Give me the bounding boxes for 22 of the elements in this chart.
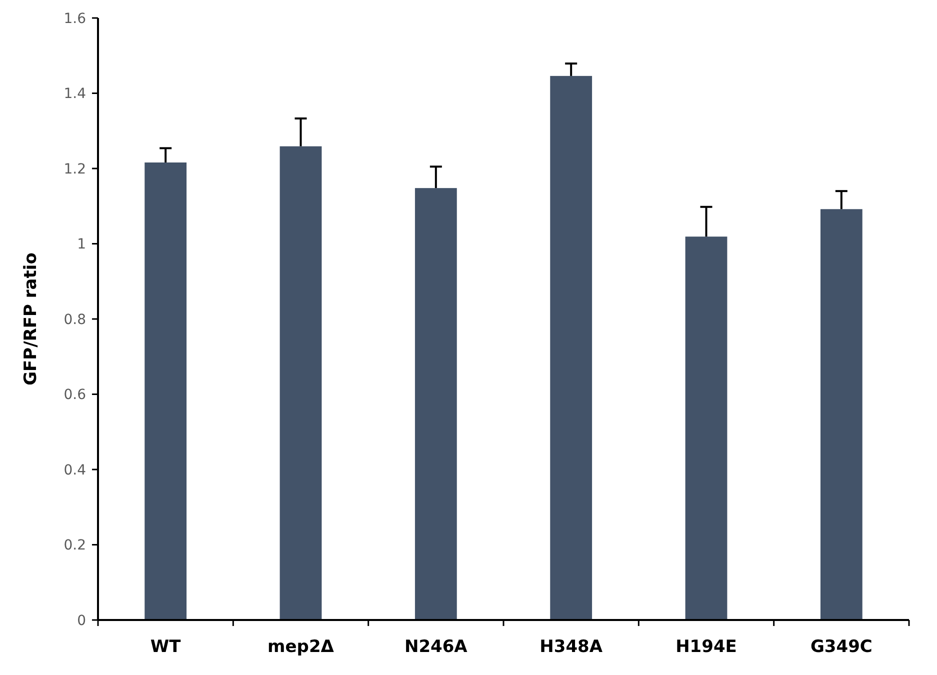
y-tick-label: 0.2 [64, 538, 86, 554]
bar [820, 209, 862, 620]
y-axis-title: GFP/RFP ratio [21, 252, 41, 386]
x-tick-label: G349C [810, 637, 872, 657]
x-tick-label: H348A [540, 637, 604, 657]
bar [280, 146, 322, 620]
x-tick-label: WT [150, 637, 182, 657]
y-tick-label: 0.6 [64, 387, 86, 404]
bar [550, 76, 592, 620]
x-tick-label: mep2Δ [268, 637, 335, 657]
x-tick-label: N246A [404, 637, 468, 657]
y-tick-label: 1 [77, 236, 86, 253]
y-tick-label: 0.8 [64, 312, 86, 328]
y-tick-label: 0 [77, 612, 86, 629]
bar [144, 162, 187, 620]
x-tick-label: H194E [676, 637, 737, 657]
bar [414, 188, 457, 620]
y-tick-label: 1.6 [64, 10, 86, 27]
y-tick-label: 0.4 [64, 462, 86, 478]
y-tick-label: 1.4 [64, 86, 86, 102]
bar [685, 236, 728, 620]
y-tick-label: 1.2 [64, 161, 86, 178]
